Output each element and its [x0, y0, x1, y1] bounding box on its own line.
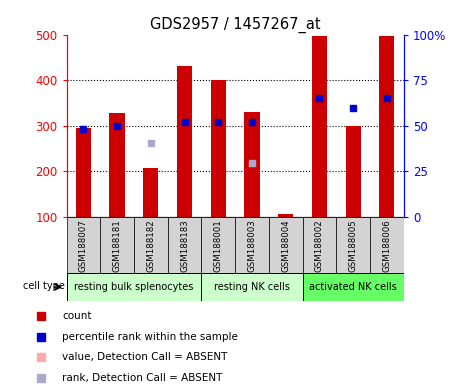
Bar	[312, 36, 327, 217]
Text: activated NK cells: activated NK cells	[309, 282, 397, 292]
Bar	[134, 217, 168, 273]
Bar	[303, 217, 336, 273]
Bar	[201, 217, 235, 273]
Bar	[269, 217, 303, 273]
Bar	[177, 66, 192, 217]
Text: cell type: cell type	[23, 281, 65, 291]
Text: GSM188003: GSM188003	[247, 220, 257, 273]
Bar	[143, 168, 158, 217]
Text: GSM188006: GSM188006	[382, 220, 391, 273]
Bar	[336, 217, 370, 273]
Text: resting NK cells: resting NK cells	[214, 282, 290, 292]
Text: GSM188004: GSM188004	[281, 220, 290, 273]
Bar	[278, 214, 293, 217]
Text: GSM188182: GSM188182	[146, 220, 155, 273]
Bar	[303, 273, 404, 301]
Text: GSM188181: GSM188181	[113, 220, 122, 273]
Text: GSM188183: GSM188183	[180, 220, 189, 273]
Text: GSM188001: GSM188001	[214, 220, 223, 273]
Text: resting bulk splenocytes: resting bulk splenocytes	[74, 282, 194, 292]
Bar	[100, 217, 134, 273]
Bar	[66, 273, 201, 301]
Text: count: count	[62, 311, 92, 321]
Bar	[235, 217, 269, 273]
Text: GSM188002: GSM188002	[315, 220, 324, 273]
Bar	[245, 112, 259, 217]
Text: GSM188005: GSM188005	[349, 220, 358, 273]
Bar	[66, 217, 100, 273]
Text: percentile rank within the sample: percentile rank within the sample	[62, 331, 238, 341]
Bar	[76, 128, 91, 217]
Bar	[168, 217, 201, 273]
Bar	[346, 126, 361, 217]
Text: value, Detection Call = ABSENT: value, Detection Call = ABSENT	[62, 352, 228, 362]
Text: GSM188007: GSM188007	[79, 220, 88, 273]
Bar	[201, 273, 303, 301]
Bar	[110, 113, 124, 217]
Text: rank, Detection Call = ABSENT: rank, Detection Call = ABSENT	[62, 373, 223, 383]
Bar	[211, 80, 226, 217]
Title: GDS2957 / 1457267_at: GDS2957 / 1457267_at	[150, 17, 321, 33]
Bar	[370, 217, 404, 273]
Bar	[380, 36, 394, 217]
